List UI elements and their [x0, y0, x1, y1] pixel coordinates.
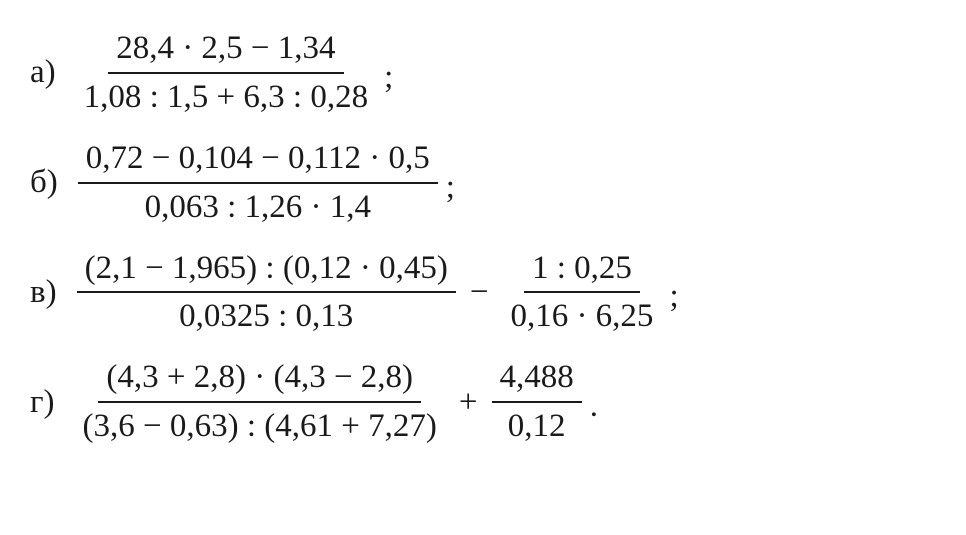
- punctuation: ;: [446, 166, 455, 231]
- problem-label: а): [30, 51, 56, 94]
- operator: −: [470, 271, 489, 314]
- punctuation: ;: [669, 275, 678, 340]
- operator: +: [459, 381, 478, 424]
- fraction: 4,4880,12: [492, 354, 582, 450]
- expression: 0,72 − 0,104 − 0,112 · 0,50,063 : 1,26 ·…: [74, 135, 455, 231]
- expression: (4,3 + 2,8) · (4,3 − 2,8)(3,6 − 0,63) : …: [71, 354, 598, 450]
- fraction: 28,4 · 2,5 − 1,341,08 : 1,5 + 6,3 : 0,28: [76, 25, 376, 121]
- problem-1: б) 0,72 − 0,104 − 0,112 · 0,50,063 : 1,26…: [30, 135, 936, 231]
- problem-3: г) (4,3 + 2,8) · (4,3 − 2,8)(3,6 − 0,63) …: [30, 354, 936, 450]
- fraction: 1 : 0,250,16 · 6,25: [502, 245, 661, 341]
- numerator: 28,4 · 2,5 − 1,34: [108, 25, 343, 74]
- fraction: (2,1 − 1,965) : (0,12 · 0,45)0,0325 : 0,…: [77, 245, 456, 341]
- expression: 28,4 · 2,5 − 1,341,08 : 1,5 + 6,3 : 0,28…: [72, 25, 394, 121]
- numerator: (4,3 + 2,8) · (4,3 − 2,8): [98, 354, 421, 403]
- numerator: 0,72 − 0,104 − 0,112 · 0,5: [78, 135, 438, 184]
- numerator: 1 : 0,25: [524, 245, 640, 294]
- expression: (2,1 − 1,965) : (0,12 · 0,45)0,0325 : 0,…: [73, 245, 679, 341]
- punctuation: .: [590, 385, 598, 450]
- denominator: 0,0325 : 0,13: [171, 293, 361, 340]
- problem-label: в): [30, 271, 57, 314]
- numerator: 4,488: [492, 354, 582, 403]
- denominator: (3,6 − 0,63) : (4,61 + 7,27): [75, 403, 445, 450]
- denominator: 1,08 : 1,5 + 6,3 : 0,28: [76, 74, 376, 121]
- problem-label: б): [30, 161, 58, 204]
- denominator: 0,12: [500, 403, 574, 450]
- problem-label: г): [30, 381, 55, 424]
- fraction: 0,72 − 0,104 − 0,112 · 0,50,063 : 1,26 ·…: [78, 135, 438, 231]
- denominator: 0,16 · 6,25: [502, 293, 661, 340]
- problem-0: а) 28,4 · 2,5 − 1,341,08 : 1,5 + 6,3 : 0,…: [30, 25, 936, 121]
- punctuation: ;: [384, 56, 393, 121]
- denominator: 0,063 : 1,26 · 1,4: [137, 184, 379, 231]
- fraction: (4,3 + 2,8) · (4,3 − 2,8)(3,6 − 0,63) : …: [75, 354, 445, 450]
- problem-2: в) (2,1 − 1,965) : (0,12 · 0,45)0,0325 : …: [30, 245, 936, 341]
- numerator: (2,1 − 1,965) : (0,12 · 0,45): [77, 245, 456, 294]
